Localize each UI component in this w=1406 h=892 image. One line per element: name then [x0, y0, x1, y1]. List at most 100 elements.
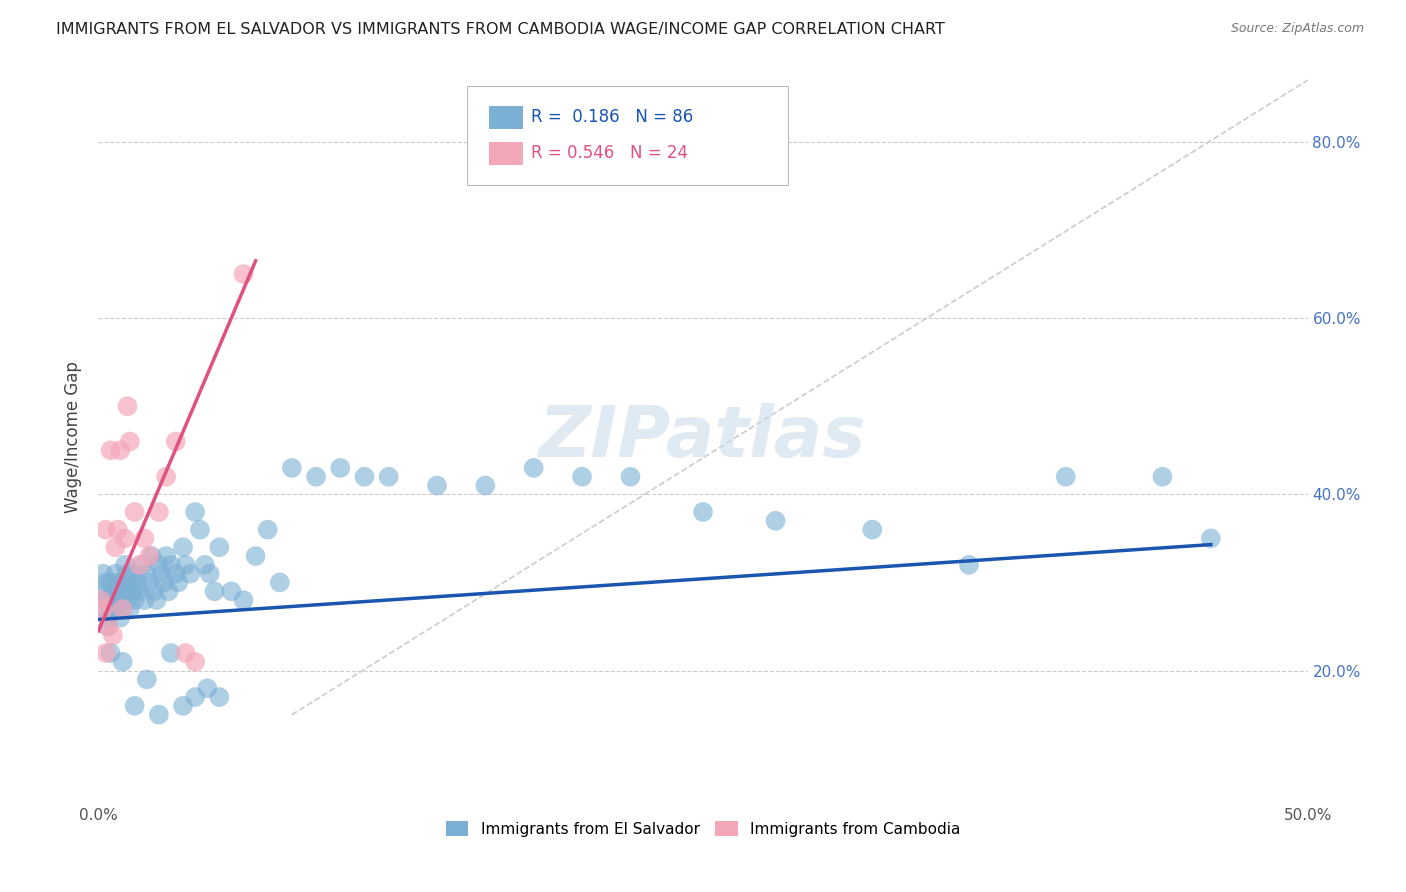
Point [91, 602, 114, 616]
FancyBboxPatch shape [489, 142, 523, 165]
Point [571, 469, 593, 483]
Point [198, 566, 221, 581]
Text: IMMIGRANTS FROM EL SALVADOR VS IMMIGRANTS FROM CAMBODIA WAGE/INCOME GAP CORRELAT: IMMIGRANTS FROM EL SALVADOR VS IMMIGRANT… [56, 22, 945, 37]
Point [128, 584, 150, 599]
Point [160, 558, 183, 572]
Point [111, 655, 134, 669]
Point [97, 619, 120, 633]
Point [90, 593, 112, 607]
Point [184, 655, 207, 669]
Point [100, 443, 122, 458]
Point [128, 558, 150, 572]
Point [117, 399, 139, 413]
Point [204, 584, 226, 599]
Text: R = 0.546   N = 24: R = 0.546 N = 24 [531, 145, 689, 162]
Point [957, 558, 980, 572]
Point [108, 593, 131, 607]
Point [104, 566, 127, 581]
Point [1054, 469, 1077, 483]
Point [111, 602, 134, 616]
Point [160, 646, 183, 660]
Point [174, 646, 197, 660]
Point [208, 690, 231, 704]
Point [127, 575, 149, 590]
Point [152, 575, 174, 590]
Point [523, 461, 546, 475]
Point [195, 681, 218, 696]
Point [114, 584, 136, 599]
Point [107, 584, 129, 599]
Point [135, 566, 157, 581]
Point [148, 505, 170, 519]
Point [101, 584, 124, 599]
Point [121, 584, 143, 599]
Point [232, 593, 254, 607]
Point [765, 514, 787, 528]
Point [155, 549, 177, 563]
Point [94, 523, 117, 537]
Point [426, 478, 449, 492]
Point [157, 584, 180, 599]
Point [141, 549, 163, 563]
Point [221, 584, 243, 599]
Point [117, 566, 139, 581]
Legend: Immigrants from El Salvador, Immigrants from Cambodia: Immigrants from El Salvador, Immigrants … [440, 814, 966, 843]
Point [111, 602, 134, 616]
Point [134, 593, 156, 607]
Point [97, 611, 120, 625]
Point [108, 443, 131, 458]
Point [329, 461, 352, 475]
Point [305, 469, 328, 483]
Point [131, 558, 153, 572]
Point [377, 469, 399, 483]
Point [1152, 469, 1174, 483]
Point [94, 575, 117, 590]
Point [256, 523, 278, 537]
Point [150, 566, 173, 581]
Point [124, 698, 146, 713]
Point [134, 532, 156, 546]
Point [179, 566, 201, 581]
Point [117, 593, 139, 607]
Point [138, 575, 160, 590]
Point [104, 540, 127, 554]
Point [148, 707, 170, 722]
Point [172, 540, 194, 554]
Point [143, 584, 166, 599]
Point [124, 505, 146, 519]
Text: Source: ZipAtlas.com: Source: ZipAtlas.com [1230, 22, 1364, 36]
Point [194, 558, 217, 572]
Point [107, 523, 129, 537]
Point [474, 478, 496, 492]
Point [138, 549, 160, 563]
Point [692, 505, 714, 519]
Point [232, 267, 254, 281]
Point [100, 602, 122, 616]
FancyBboxPatch shape [467, 86, 787, 185]
Point [165, 434, 187, 449]
Point [208, 540, 231, 554]
Point [245, 549, 267, 563]
Point [155, 469, 177, 483]
Point [94, 593, 117, 607]
Point [281, 461, 304, 475]
Point [100, 575, 122, 590]
Y-axis label: Wage/Income Gap: Wage/Income Gap [65, 361, 83, 513]
Point [101, 593, 124, 607]
Point [124, 566, 146, 581]
Point [94, 646, 117, 660]
Point [107, 575, 129, 590]
Point [172, 698, 194, 713]
Point [114, 532, 136, 546]
Point [100, 646, 122, 660]
FancyBboxPatch shape [489, 106, 523, 129]
Point [860, 523, 883, 537]
Text: R =  0.186   N = 86: R = 0.186 N = 86 [531, 109, 693, 127]
Point [135, 673, 157, 687]
Point [118, 434, 141, 449]
Point [118, 602, 141, 616]
Point [118, 575, 141, 590]
Point [167, 575, 190, 590]
Point [174, 558, 197, 572]
Point [101, 628, 124, 642]
